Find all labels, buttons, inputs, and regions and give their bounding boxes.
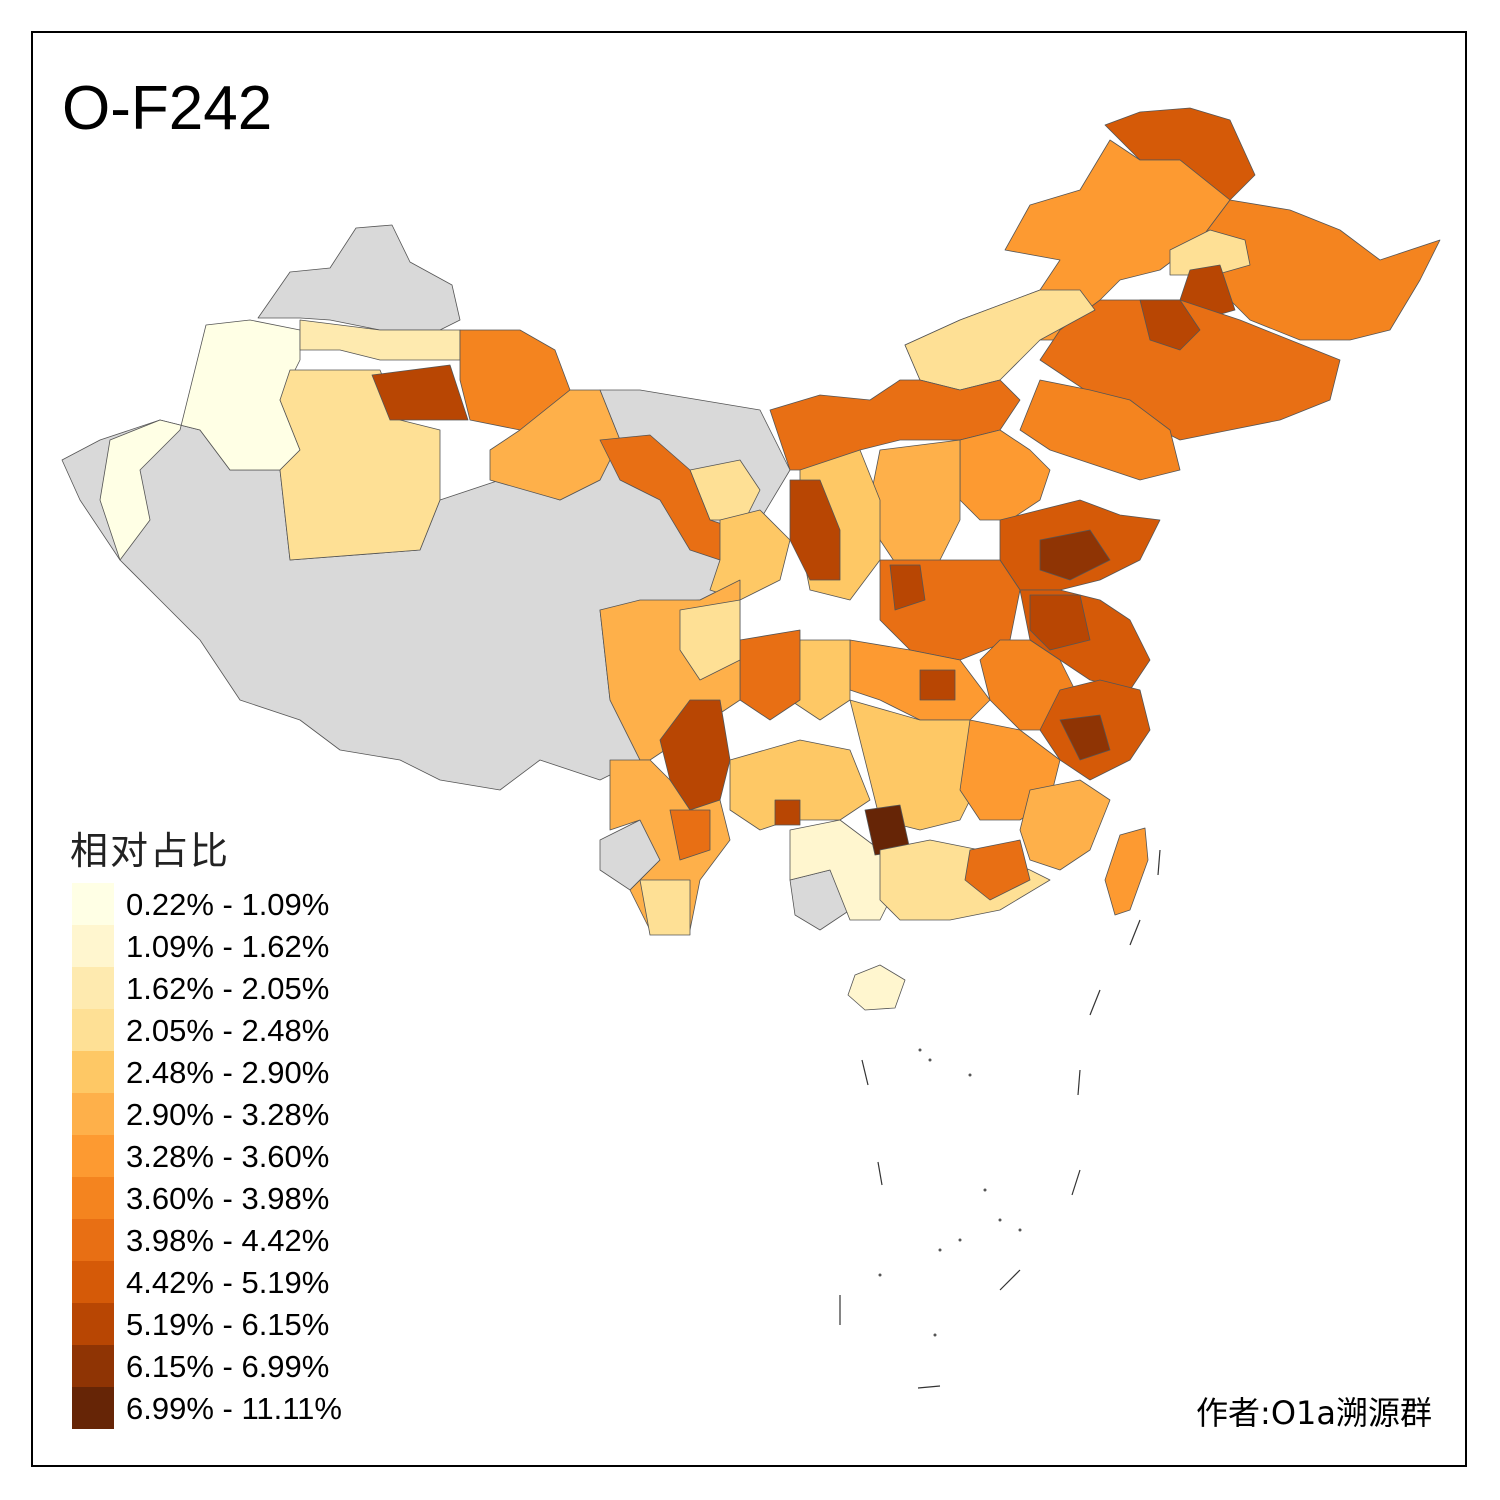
nine-dash-line-segment [1077, 1069, 1081, 1096]
region-nodata-xinjiang-north [257, 224, 461, 331]
legend-label: 3.60% - 3.98% [126, 1181, 330, 1216]
legend-label: 2.05% - 2.48% [126, 1013, 330, 1048]
legend-swatch [72, 1093, 114, 1135]
legend-swatch [72, 1345, 114, 1387]
region-shanxi [869, 439, 961, 571]
region-henan-dark [889, 564, 926, 611]
region-shandong-dark [1039, 529, 1111, 581]
legend-swatch [72, 967, 114, 1009]
island-dot [983, 1188, 987, 1192]
legend-label: 3.28% - 3.60% [126, 1139, 330, 1174]
legend-swatch [72, 1135, 114, 1177]
nine-dash-line-segment [1071, 1169, 1081, 1196]
island-dot [998, 1218, 1002, 1222]
map-title: O-F242 [62, 74, 273, 143]
legend-label: 5.19% - 6.15% [126, 1307, 330, 1342]
legend-title: 相对占比 [70, 829, 231, 873]
map-frame [31, 31, 1467, 1467]
island-dot [928, 1058, 932, 1062]
island-dot [933, 1333, 937, 1337]
legend-swatch [72, 1303, 114, 1345]
region-guangdong-east [964, 839, 1031, 901]
region-heilongjiang-mid [1169, 229, 1251, 276]
nine-dash-line-segment [1157, 849, 1161, 876]
island-dot [958, 1238, 962, 1242]
region-yunnan-central [669, 809, 711, 861]
region-sichuan-north [679, 599, 741, 681]
legend-swatch [72, 1387, 114, 1429]
region-guizhou-dark [774, 799, 801, 826]
legend-label: 6.99% - 11.11% [126, 1391, 342, 1426]
nine-dash-line-segment [917, 1385, 941, 1389]
region-xinjiang-dark [371, 364, 469, 421]
nine-dash-line-segment [1089, 989, 1101, 1016]
region-gansu-west [489, 389, 621, 501]
island-dot [1018, 1228, 1022, 1232]
legend-swatch [72, 925, 114, 967]
legend-swatch [72, 1177, 114, 1219]
nine-dash-line-segment [1129, 919, 1141, 946]
island-dot [968, 1073, 972, 1077]
region-hunan [849, 699, 981, 831]
legend-label: 2.48% - 2.90% [126, 1055, 330, 1090]
region-jilin-dark [1139, 299, 1201, 351]
legend-label: 2.90% - 3.28% [126, 1097, 330, 1132]
legend-swatch [72, 1009, 114, 1051]
nine-dash-line-segment [877, 1161, 883, 1186]
legend-label: 1.09% - 1.62% [126, 929, 330, 964]
region-sichuan-east [739, 629, 801, 721]
island-dot [918, 1048, 922, 1052]
region-jiangsu-dark [1029, 594, 1091, 651]
author-credit: 作者:O1a溯源群 [1196, 1394, 1432, 1432]
region-hainan [847, 964, 906, 1011]
nine-dash-line-segment [861, 1059, 869, 1086]
legend-label: 0.22% - 1.09% [126, 887, 330, 922]
region-gansu-south [709, 509, 791, 601]
legend-swatch [72, 883, 114, 925]
legend-swatch [72, 1051, 114, 1093]
region-taiwan [1104, 827, 1149, 916]
legend-label: 3.98% - 4.42% [126, 1223, 330, 1258]
region-yunnan-south [639, 879, 691, 936]
legend-label: 6.15% - 6.99% [126, 1349, 330, 1384]
legend-label: 4.42% - 5.19% [126, 1265, 330, 1300]
region-xinjiang-north [299, 319, 461, 361]
region-liaoning [1019, 379, 1181, 481]
region-hebei-beijing [959, 429, 1051, 521]
region-zhejiang-dark [1059, 714, 1111, 761]
region-hubei-dark [919, 669, 956, 701]
region-yunnan [609, 759, 731, 931]
legend-label: 1.62% - 2.05% [126, 971, 330, 1006]
nine-dash-line-segment [999, 1269, 1021, 1291]
island-dot [938, 1248, 942, 1252]
legend-swatch [72, 1219, 114, 1261]
legend-swatch [72, 1261, 114, 1303]
region-fujian [1019, 779, 1111, 871]
island-dot [878, 1273, 882, 1277]
